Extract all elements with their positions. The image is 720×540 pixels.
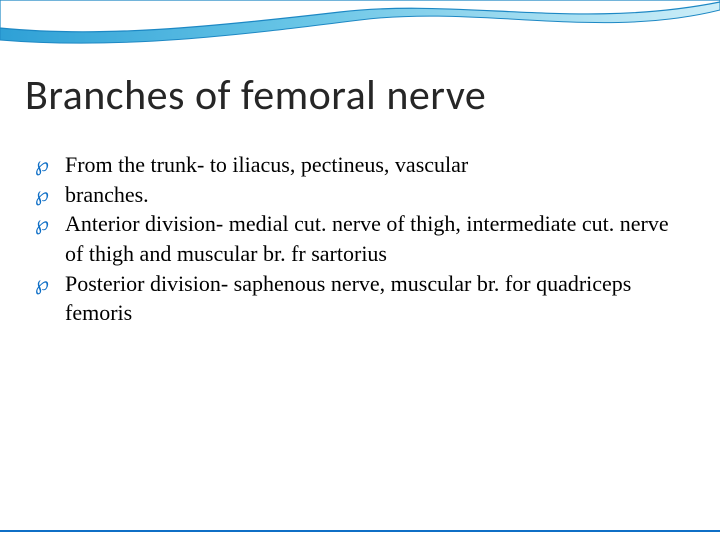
slide-title: Branches of femoral nerve [25, 70, 486, 121]
bullet-item: ℘ branches. [35, 180, 680, 210]
bullet-text: branches. [65, 180, 680, 210]
bullet-item: ℘ Anterior division- medial cut. nerve o… [35, 209, 680, 268]
bullet-item: ℘ Posterior division- saphenous nerve, m… [35, 269, 680, 328]
bullet-text: Posterior division- saphenous nerve, mus… [65, 269, 680, 328]
content-area: ℘ From the trunk- to iliacus, pectineus,… [35, 150, 680, 328]
bullet-text: From the trunk- to iliacus, pectineus, v… [65, 150, 680, 180]
bullet-item: ℘ From the trunk- to iliacus, pectineus,… [35, 150, 680, 180]
bottom-divider [0, 530, 720, 532]
bullet-glyph: ℘ [35, 180, 65, 209]
bullet-glyph: ℘ [35, 150, 65, 179]
wave-decoration [0, 0, 720, 80]
bullet-text: Anterior division- medial cut. nerve of … [65, 209, 680, 268]
bullet-glyph: ℘ [35, 209, 65, 238]
bullet-glyph: ℘ [35, 269, 65, 298]
